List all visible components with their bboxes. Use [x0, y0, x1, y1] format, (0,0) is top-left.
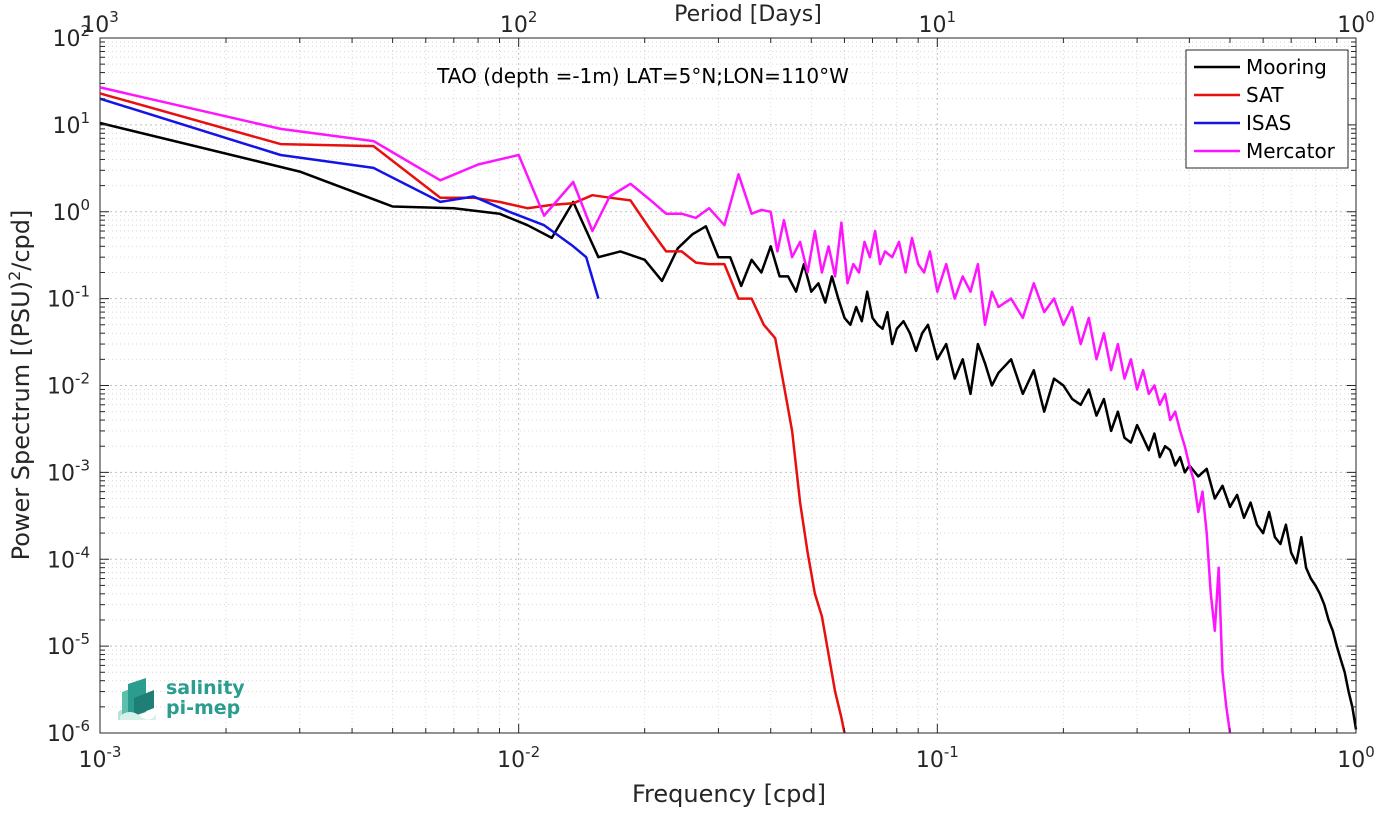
x-tick-label: 100: [1337, 743, 1375, 773]
y-tick-label: 101: [52, 109, 90, 139]
legend-label-sat: SAT: [1246, 83, 1284, 107]
y-axis-title-prefix: Power Spectrum [(PSU): [7, 281, 35, 560]
legend-label-mooring: Mooring: [1246, 55, 1327, 79]
y-axis-title: Power Spectrum [(PSU)2/cpd]: [5, 210, 35, 561]
top-x-tick-label: 100: [1337, 8, 1375, 38]
y-tick-label: 10-6: [47, 717, 90, 747]
series-line-mooring: [99, 121, 1358, 730]
legend-box: [1185, 49, 1349, 169]
logo-waves-icon: [118, 678, 156, 720]
x-tick-label: 10-2: [497, 743, 540, 773]
series-line-mercator: [99, 86, 1232, 734]
series-line-sat: [99, 92, 846, 734]
grid-layer: [99, 37, 1357, 734]
y-tick-label: 102: [52, 22, 90, 52]
axes-layer: [99, 37, 1357, 734]
y-tick-label: 100: [52, 196, 90, 226]
y-tick-label: 10-3: [47, 456, 90, 486]
legend: Mooring SAT ISAS Mercator: [1185, 49, 1349, 169]
x-tick-label: 10-1: [916, 743, 959, 773]
top-x-tick-label: 101: [919, 8, 957, 38]
y-axis-title-suffix: /cpd]: [7, 210, 35, 271]
y-tick-label: 10-2: [47, 370, 90, 400]
y-axis-title-sup: 2: [5, 271, 24, 281]
y-tick-label: 10-4: [47, 543, 90, 573]
y-tick-label: 10-5: [47, 630, 90, 660]
y-tick-label: 10-1: [47, 283, 90, 313]
x-tick-label: 10-3: [79, 743, 122, 773]
salinity-pi-mep-logo: salinity pi-mep: [118, 677, 245, 720]
plot-frame: [99, 37, 1357, 734]
logo-line1: salinity: [166, 677, 245, 699]
x-axis-title: Frequency [cpd]: [632, 780, 826, 808]
logo-line2: pi-mep: [166, 697, 240, 719]
top-x-tick-label: 102: [500, 8, 538, 38]
chart-title: TAO (depth =-1m) LAT=5°N;LON=110°W: [436, 64, 849, 88]
top-x-axis-title: Period [Days]: [674, 2, 822, 27]
legend-label-mercator: Mercator: [1246, 139, 1336, 163]
top-x-tick-label: 103: [81, 8, 119, 38]
series-layer: [99, 86, 1358, 734]
legend-label-isas: ISAS: [1246, 111, 1291, 135]
series-line-isas: [99, 97, 600, 299]
